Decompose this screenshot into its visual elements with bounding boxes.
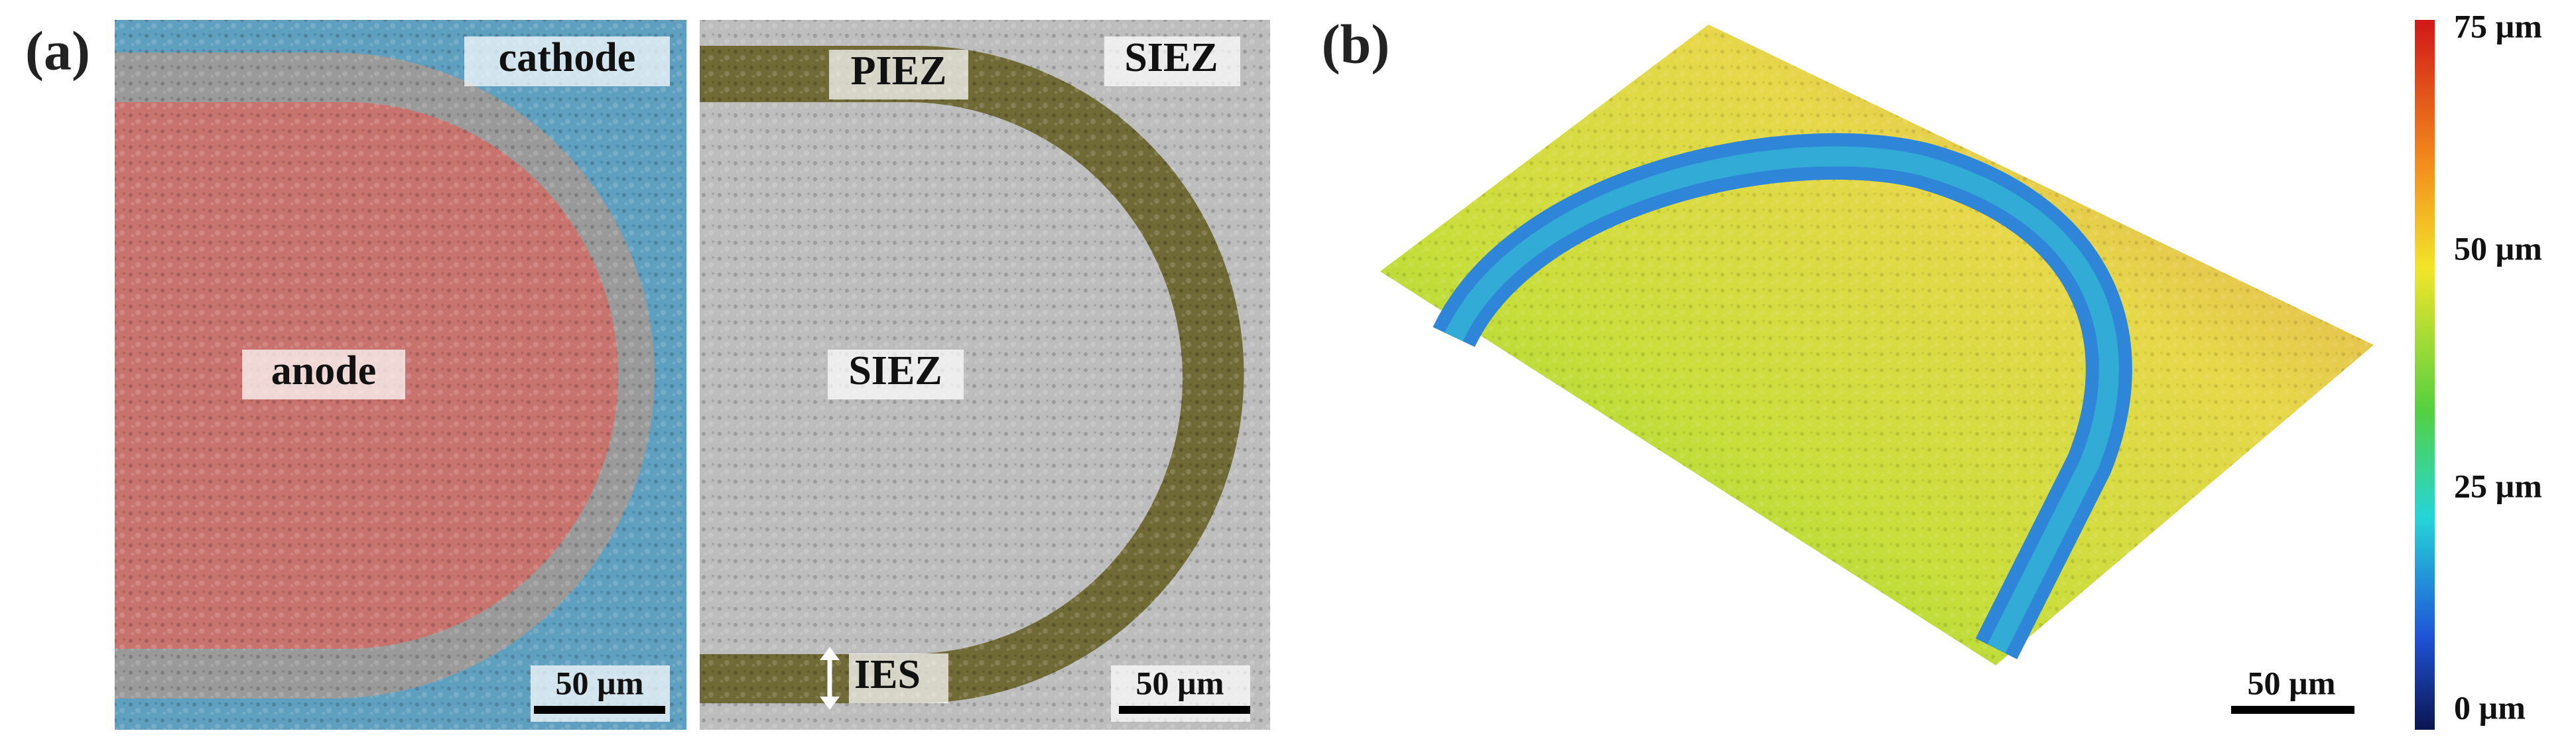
region-label: SIEZ <box>1124 35 1218 80</box>
scale-bar <box>2231 706 2354 714</box>
region-label: PIEZ <box>851 48 947 94</box>
colorbar-tick-label: 50 µm <box>2454 230 2542 267</box>
panel-label: (a) <box>25 20 90 82</box>
panel-label: (b) <box>1322 13 1390 75</box>
label-bg <box>464 36 670 86</box>
label-bg <box>849 653 948 703</box>
groove-floor <box>1445 146 2119 653</box>
label-bg <box>829 50 968 100</box>
region-label: anode <box>271 348 376 393</box>
scale-bar <box>1119 706 1250 714</box>
surface-plot <box>1380 25 2374 665</box>
scale-bar-label: 50 µm <box>1136 664 1224 701</box>
label-bg <box>828 350 964 399</box>
scale-bar-label: 50 µm <box>556 664 644 701</box>
texture <box>1380 25 2374 665</box>
region-label: IES <box>854 652 921 697</box>
colorbar <box>2415 20 2435 730</box>
label-bg <box>242 350 405 399</box>
scale-bar <box>534 706 665 714</box>
scale-bar-label: 50 µm <box>2248 664 2336 701</box>
label-bg <box>1104 36 1240 86</box>
colorbar-tick-label: 25 µm <box>2454 467 2542 504</box>
texture <box>700 20 1270 730</box>
ies-arrow <box>820 647 840 710</box>
colorbar-tick-label: 75 µm <box>2454 7 2542 44</box>
panel-a-right-image <box>700 20 1270 730</box>
colorbar-tick-label: 0 µm <box>2454 689 2526 726</box>
region-label: cathode <box>499 35 636 80</box>
region-label: SIEZ <box>848 348 942 393</box>
